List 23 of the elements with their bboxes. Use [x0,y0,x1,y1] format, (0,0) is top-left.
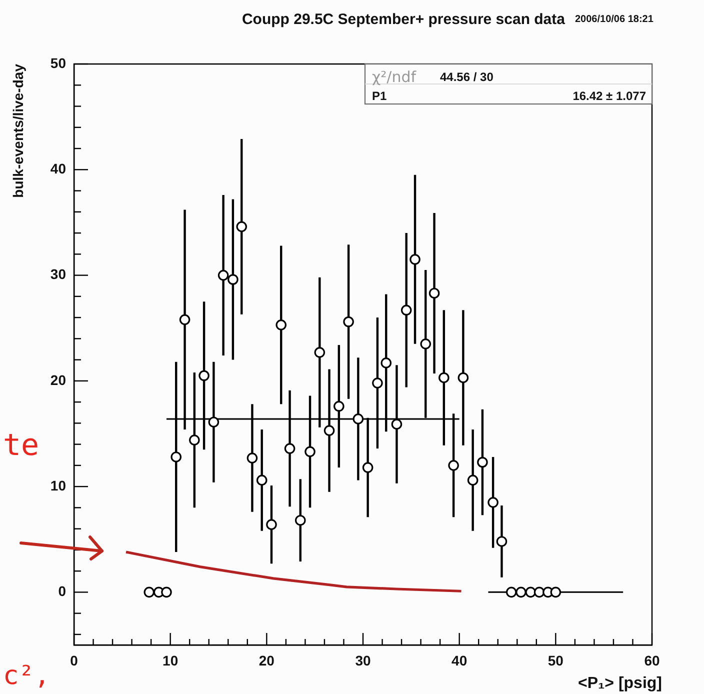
annotation: χ²/ndf [372,68,417,86]
y-axis-title: bulk-events/live-day [10,64,26,198]
text: te [3,428,40,463]
x-tick-label: 0 [70,652,78,668]
annotation: P1 [372,89,388,103]
y-tick-label: 20 [50,372,66,388]
x-tick-label: 30 [355,652,371,668]
x-tick-label: 50 [548,652,564,668]
annotation: 16.42 ± 1.077 [572,89,646,103]
x-tick-label: 60 [644,652,660,668]
y-tick-label: 10 [50,477,66,494]
y-tick-label: 0 [58,583,66,600]
x-tick-label: 10 [162,652,178,668]
y-tick-label: 40 [50,160,66,176]
annotation: 44.56 / 30 [440,70,494,84]
chart-title: Coupp 29.5C September+ pressure scan data [242,11,566,28]
x-axis-title: <P₁> [psig] [578,675,662,692]
y-tick-label: 50 [50,54,66,71]
text: 2006/10/06 18:21 [575,14,654,25]
x-tick-label: 20 [258,652,275,668]
y-tick-label: 30 [50,266,66,282]
text: c², [3,661,50,691]
x-tick-label: 40 [452,652,468,668]
